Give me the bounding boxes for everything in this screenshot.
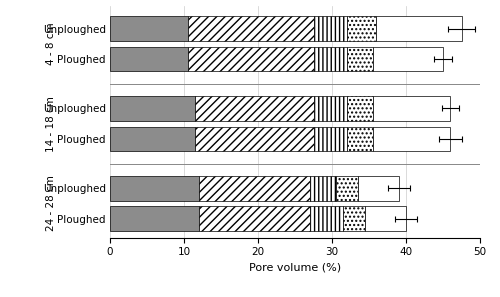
Bar: [376, 16, 462, 41]
Bar: [188, 47, 314, 72]
Bar: [366, 206, 406, 231]
Bar: [347, 127, 372, 151]
Bar: [336, 176, 358, 200]
Text: 14 - 18 cm: 14 - 18 cm: [46, 96, 56, 151]
Bar: [199, 206, 310, 231]
Bar: [314, 127, 347, 151]
Bar: [314, 47, 347, 72]
Bar: [195, 127, 314, 151]
Bar: [199, 176, 310, 200]
Bar: [110, 16, 188, 41]
Bar: [110, 206, 199, 231]
Bar: [347, 47, 372, 72]
Bar: [372, 47, 443, 72]
X-axis label: Pore volume (%): Pore volume (%): [249, 263, 341, 273]
Bar: [314, 16, 347, 41]
Bar: [110, 47, 188, 72]
Text: 24 - 28 cm: 24 - 28 cm: [46, 176, 56, 231]
Bar: [358, 176, 399, 200]
Bar: [314, 96, 347, 121]
Bar: [110, 176, 199, 200]
Bar: [195, 96, 314, 121]
Bar: [188, 16, 314, 41]
Bar: [310, 176, 336, 200]
Text: 4 - 8 cm: 4 - 8 cm: [46, 23, 56, 65]
Bar: [347, 96, 372, 121]
Bar: [372, 127, 450, 151]
Bar: [310, 206, 343, 231]
Bar: [110, 127, 195, 151]
Bar: [347, 16, 376, 41]
Bar: [343, 206, 365, 231]
Bar: [110, 96, 195, 121]
Bar: [372, 96, 450, 121]
